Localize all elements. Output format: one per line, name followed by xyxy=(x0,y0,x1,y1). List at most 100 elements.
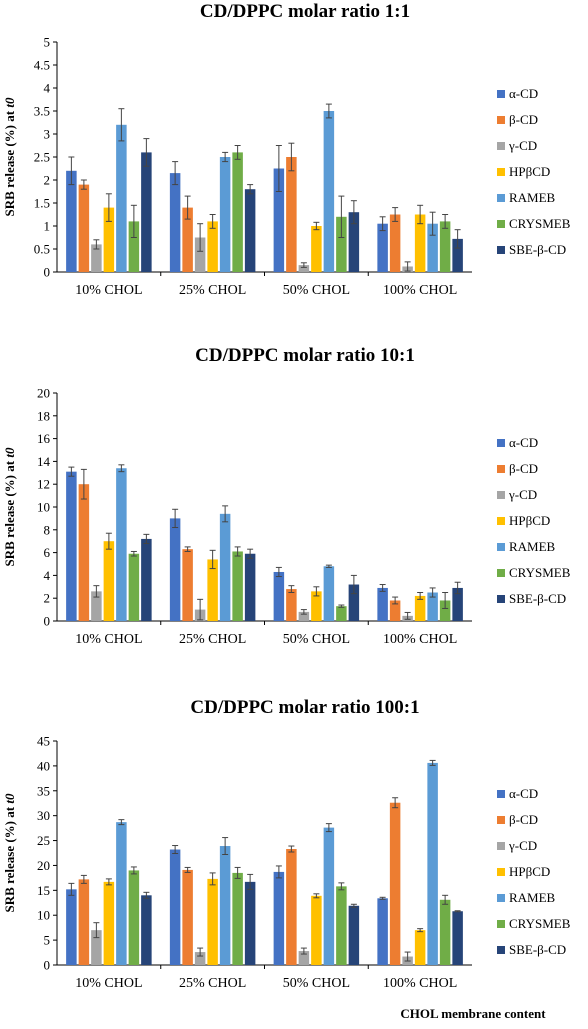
legend-swatch xyxy=(497,246,505,254)
bar xyxy=(103,881,115,965)
legend-label: CRYSMEB xyxy=(509,216,571,231)
y-tick-label: 40 xyxy=(37,758,50,773)
bar xyxy=(427,762,438,965)
bar xyxy=(273,871,285,965)
bar xyxy=(273,168,285,272)
y-tick-label: 45 xyxy=(37,734,50,749)
legend-label: SBE-β-CD xyxy=(509,242,566,257)
y-tick-label: 4.5 xyxy=(34,58,50,73)
y-tick-label: 20 xyxy=(37,386,50,401)
bar xyxy=(323,566,335,621)
bar xyxy=(66,471,77,621)
bar xyxy=(91,591,102,621)
bar xyxy=(207,221,218,272)
bar xyxy=(336,606,347,621)
category-label: 50% CHOL xyxy=(283,283,350,298)
legend-label: γ-CD xyxy=(508,487,537,502)
category-label: 25% CHOL xyxy=(179,283,246,298)
bar xyxy=(323,111,335,272)
legend-swatch xyxy=(497,491,505,499)
y-tick-label: 6 xyxy=(44,545,51,560)
legend-label: β-CD xyxy=(509,112,538,127)
legend-swatch xyxy=(497,946,505,954)
y-tick-label: 5 xyxy=(44,933,51,948)
y-tick-label: 30 xyxy=(37,808,50,823)
bar xyxy=(439,221,451,272)
category-label: 100% CHOL xyxy=(383,976,457,991)
y-tick-label: 18 xyxy=(37,408,50,423)
bar xyxy=(377,223,388,272)
bar xyxy=(182,869,193,965)
bar xyxy=(232,551,243,621)
bar xyxy=(389,802,401,965)
bar xyxy=(182,207,193,272)
bar xyxy=(219,513,231,621)
bar xyxy=(78,484,90,621)
bar xyxy=(311,895,322,965)
y-tick-label: 0.5 xyxy=(34,242,50,257)
bar xyxy=(286,157,297,272)
legend-swatch xyxy=(497,168,505,176)
legend-swatch xyxy=(497,194,505,202)
legend-swatch xyxy=(497,142,505,150)
bar xyxy=(336,886,347,965)
chart-panel-2: CD/DPPC molar ratio 10:1 0 2 4 6 8 10 12 14 16 18… xyxy=(2,345,571,647)
bar xyxy=(311,226,322,272)
legend-label: RAMEB xyxy=(509,539,556,554)
y-tick-label: 0 xyxy=(44,614,51,629)
bar xyxy=(298,265,310,272)
legend-swatch xyxy=(497,894,505,902)
legend-swatch xyxy=(497,543,505,551)
legend-swatch xyxy=(497,595,505,603)
legend-label: HPβCD xyxy=(509,864,550,879)
bar xyxy=(336,216,347,272)
bar xyxy=(91,930,102,965)
bar xyxy=(128,221,140,272)
bar xyxy=(244,553,256,621)
legend-swatch xyxy=(497,569,505,577)
y-tick-label: 20 xyxy=(37,858,50,873)
bar xyxy=(414,595,426,621)
legend-label: α-CD xyxy=(509,86,538,101)
bar xyxy=(452,587,463,621)
legend-swatch xyxy=(497,842,505,850)
legend-swatch xyxy=(497,517,505,525)
category-label: 50% CHOL xyxy=(283,632,350,647)
category-label: 25% CHOL xyxy=(179,976,246,991)
y-tick-label: 35 xyxy=(37,783,50,798)
bar xyxy=(66,889,77,965)
legend-label: HPβCD xyxy=(509,513,550,528)
chart-title-3: CD/DPPC molar ratio 100:1 xyxy=(190,697,419,718)
bar xyxy=(311,591,322,621)
legend-label: γ-CD xyxy=(508,138,537,153)
y-axis-label: SRB release (%) at t0 xyxy=(2,793,17,912)
bar xyxy=(232,872,243,965)
bar xyxy=(298,951,310,965)
chart-panel-1: CD/DPPC molar ratio 1:1 0 0.5 1 1.5 2 2.5 3 3.5… xyxy=(2,1,571,298)
y-axis-label: SRB release (%) at t0 xyxy=(2,447,17,566)
category-label: 100% CHOL xyxy=(383,632,457,647)
legend-swatch xyxy=(497,439,505,447)
bar xyxy=(273,571,285,621)
y-tick-label: 1.5 xyxy=(34,196,50,211)
category-label: 10% CHOL xyxy=(75,976,142,991)
y-tick-label: 2.5 xyxy=(34,150,50,165)
bar xyxy=(298,611,310,621)
category-label: 100% CHOL xyxy=(383,283,457,298)
bar xyxy=(348,212,360,272)
y-tick-label: 14 xyxy=(37,454,51,469)
bar xyxy=(116,124,127,272)
bar xyxy=(389,600,401,621)
bar xyxy=(377,898,388,965)
y-tick-label: 10 xyxy=(37,500,50,515)
legend-swatch xyxy=(497,465,505,473)
y-tick-label: 5 xyxy=(44,35,51,50)
bar xyxy=(377,587,388,621)
bar xyxy=(348,905,360,965)
y-tick-label: 8 xyxy=(44,522,51,537)
bar xyxy=(439,899,451,965)
y-tick-label: 10 xyxy=(37,908,50,923)
x-axis-title: CHOL membrane content xyxy=(400,1006,546,1021)
